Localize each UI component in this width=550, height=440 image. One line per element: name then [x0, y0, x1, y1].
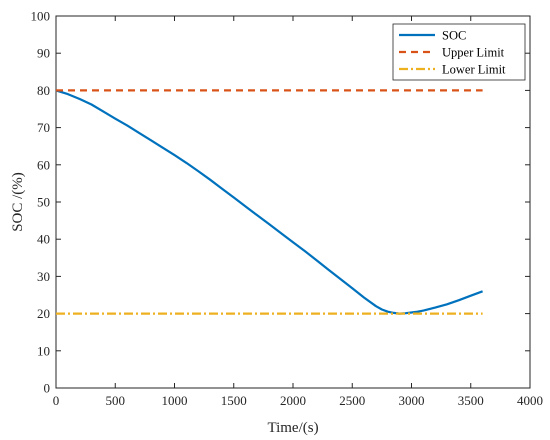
y-tick-label: 50 [37, 195, 50, 210]
y-tick-label: 90 [37, 46, 50, 61]
x-tick-label: 3500 [458, 393, 484, 408]
x-tick-label: 2000 [280, 393, 306, 408]
y-tick-label: 60 [37, 157, 50, 172]
x-tick-label: 4000 [517, 393, 543, 408]
x-tick-label: 2500 [339, 393, 365, 408]
y-tick-label: 100 [31, 9, 51, 24]
y-tick-label: 10 [37, 343, 50, 358]
x-axis-label: Time/(s) [267, 420, 318, 436]
x-axis: 0 500 1000 1500 2000 2500 3000 3500 4000 [53, 16, 543, 408]
x-tick-label: 1000 [162, 393, 188, 408]
legend: SOC Upper Limit Lower Limit [392, 23, 526, 81]
legend-label: Lower Limit [442, 63, 506, 77]
y-tick-label: 70 [37, 120, 50, 135]
y-tick-label: 80 [37, 83, 50, 98]
series-line-soc [55, 89, 483, 315]
y-tick-label: 30 [37, 269, 50, 284]
legend-label: SOC [442, 29, 466, 43]
legend-label: Upper Limit [442, 46, 505, 60]
y-tick-label: 20 [37, 306, 50, 321]
series-layer [55, 89, 483, 315]
y-axis-label: SOC /(%) [10, 172, 26, 232]
y-tick-label: 0 [44, 381, 51, 396]
x-tick-label: 500 [106, 393, 126, 408]
x-tick-label: 3000 [399, 393, 425, 408]
y-tick-label: 40 [37, 232, 50, 247]
x-tick-label: 1500 [221, 393, 247, 408]
y-axis: 0 10 20 30 40 50 60 70 80 90 100 [31, 9, 530, 396]
x-tick-label: 0 [53, 393, 60, 408]
